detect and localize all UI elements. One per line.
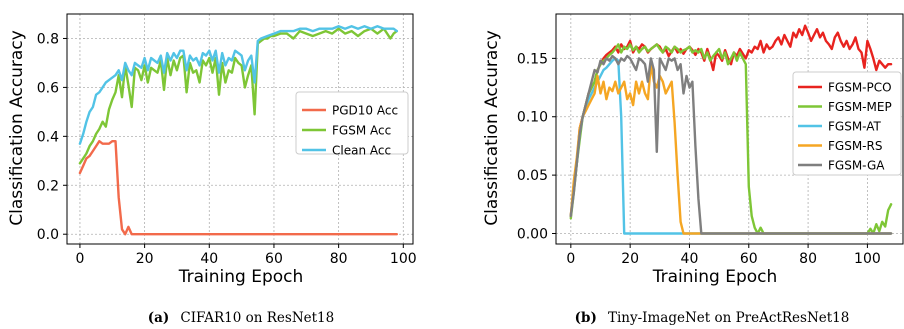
y-tick-label: 0.10: [517, 110, 548, 126]
legend-label: PGD10 Acc: [332, 104, 398, 118]
y-tick-label: 0.2: [37, 178, 59, 194]
y-axis-label-a: Classification Accuracy: [7, 30, 27, 226]
legend-a: PGD10 Acc FGSM Acc Clean Acc: [295, 91, 409, 158]
legend-label: FGSM-RS: [828, 139, 882, 153]
x-tick-label: 0: [566, 251, 575, 267]
series-lines-b: [569, 24, 893, 235]
legend-items-a: PGD10 Acc FGSM Acc Clean Acc: [302, 104, 398, 158]
x-tick-label: 80: [330, 251, 348, 267]
plot-frame-b: [555, 13, 904, 245]
x-tick-label: 100: [390, 251, 417, 267]
x-tick-label: 80: [799, 251, 817, 267]
caption-b: (b) Tiny-ImageNet on PreActResNet18: [575, 307, 850, 326]
legend-box-a: [295, 91, 409, 155]
legend-label: FGSM-GA: [828, 159, 885, 173]
y-tick-label: 0.4: [37, 129, 59, 145]
legend-items-b: FGSM-PCO FGSM-MEP FGSM-AT FGSM-RS FGSM-GA: [798, 81, 892, 173]
series-lines-a: [78, 25, 398, 236]
series-line-pgd10-acc: [78, 139, 398, 236]
y-tick-label: 0.8: [37, 31, 59, 47]
x-tick-label: 40: [200, 251, 218, 267]
caption-letter-b: (b): [575, 310, 597, 326]
y-tick-label: 0.15: [517, 51, 548, 67]
series-line-fgsm-ga: [569, 54, 893, 235]
x-tick-label: 20: [621, 251, 639, 267]
caption-text-b: Tiny-ImageNet on PreActResNet18: [608, 310, 849, 326]
series-line-clean-acc: [78, 25, 398, 145]
y-axis-label-b: Classification Accuracy: [482, 30, 502, 226]
caption-letter-a: (a): [148, 310, 170, 326]
x-tick-label: 60: [265, 251, 283, 267]
legend-b: FGSM-PCO FGSM-MEP FGSM-AT FGSM-RS FGSM-GA: [792, 71, 902, 176]
series-line-fgsm-rs: [569, 62, 893, 235]
x-tick-label: 100: [854, 251, 881, 267]
x-axis-label-a: Training Epoch: [178, 267, 304, 287]
y-ticks-a: 0.0 0.2 0.4 0.6 0.8: [37, 31, 67, 243]
y-tick-label: 0.0: [37, 227, 59, 243]
y-tick-label: 0.6: [37, 80, 59, 96]
series-line-fgsm-acc: [78, 27, 398, 165]
x-ticks-b: 0 20 40 60 80 100: [566, 244, 881, 267]
chart-panel-b: 0 20 40 60 80 100 0.00 0.05 0.10 0.15 Training E…: [482, 13, 904, 326]
x-axis-label-b: Training Epoch: [652, 267, 778, 287]
x-tick-label: 0: [75, 251, 84, 267]
legend-label: Clean Acc: [332, 144, 391, 158]
x-tick-label: 60: [740, 251, 758, 267]
caption-text-a: CIFAR10 on ResNet18: [180, 310, 334, 326]
x-ticks-a: 0 20 40 60 80 100: [75, 244, 417, 267]
legend-label: FGSM-AT: [828, 120, 882, 134]
plot-frame-a: [66, 13, 414, 245]
legend-label: FGSM-MEP: [828, 100, 892, 114]
x-tick-label: 40: [681, 251, 699, 267]
x-tick-label: 20: [136, 251, 154, 267]
legend-box-b: [792, 71, 902, 176]
caption-a: (a) CIFAR10 on ResNet18: [148, 307, 334, 326]
y-tick-label: 0.00: [517, 226, 548, 242]
y-tick-label: 0.05: [517, 168, 548, 184]
legend-label: FGSM-PCO: [828, 81, 892, 95]
chart-panel-a: 0 20 40 60 80 100 0.0 0.2 0.4 0.6 0.8 Training Ep…: [7, 13, 417, 326]
y-ticks-b: 0.00 0.05 0.10 0.15: [517, 51, 556, 242]
legend-label: FGSM Acc: [332, 124, 391, 138]
